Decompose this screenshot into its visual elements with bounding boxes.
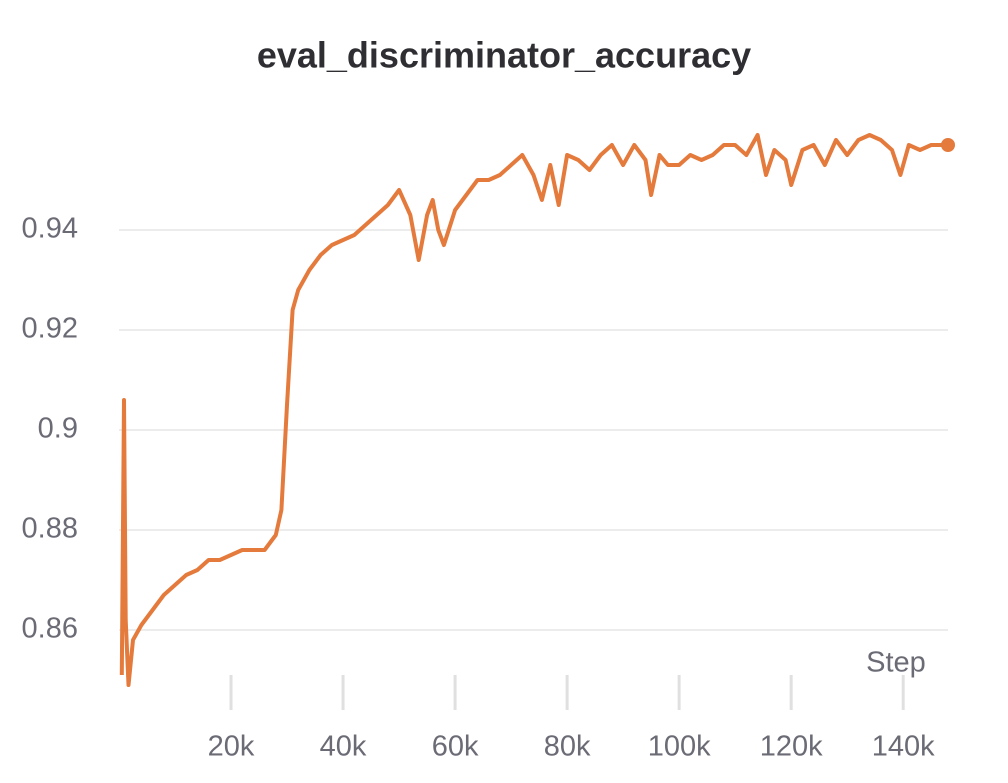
y-tick-label: 0.92 [22,313,78,345]
y-tick-label: 0.88 [22,513,78,545]
x-tick-label: 60k [432,731,479,763]
x-tick-label: 40k [320,731,367,763]
x-tick-label: 120k [760,731,823,763]
y-tick-label: 0.86 [22,613,78,645]
x-axis-label: Step [866,647,926,679]
x-tick-label: 80k [544,731,591,763]
y-tick-label: 0.94 [22,213,78,245]
x-tick-label: 100k [648,731,711,763]
y-tick-label: 0.9 [38,413,78,445]
data-line [119,133,948,687]
x-tick-label: 20k [208,731,255,763]
end-point [941,138,955,152]
x-tick-label: 140k [872,731,935,763]
chart-title: eval_discriminator_accuracy [257,35,751,76]
